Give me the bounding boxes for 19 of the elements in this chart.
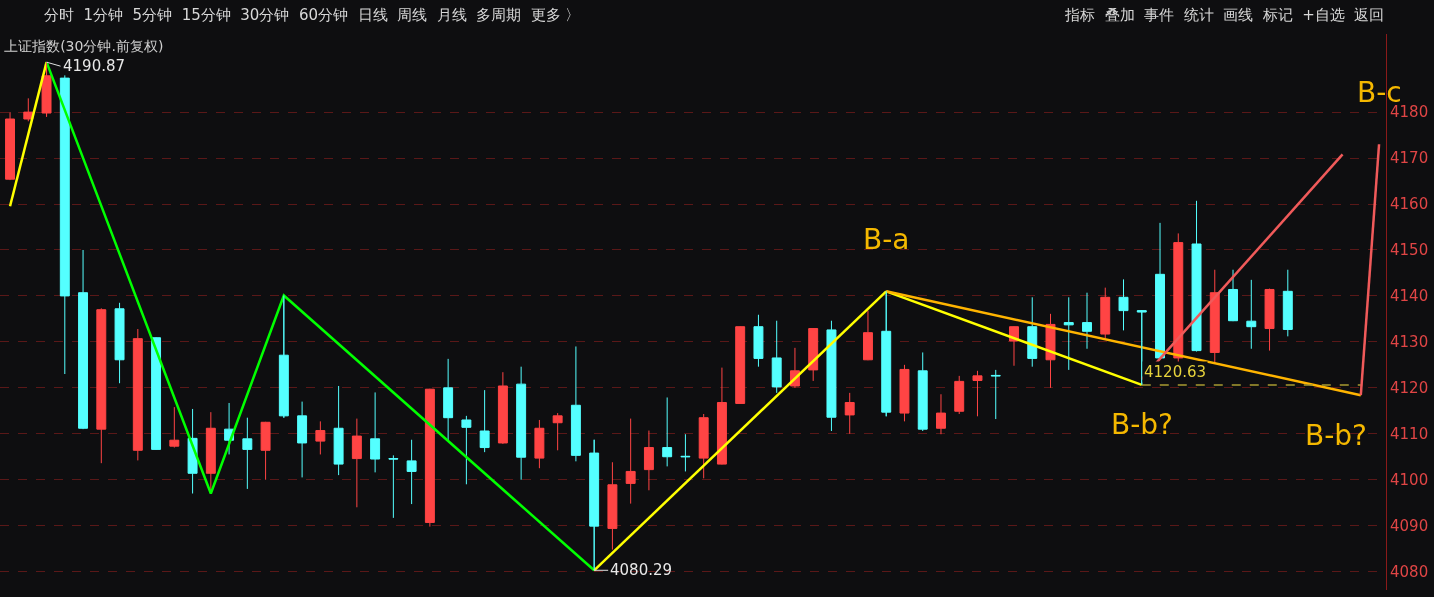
text: 分时 1分钟 5分钟 15分钟 30分钟 60分钟 日线 周线 月线 多周期 更多 〉 [44, 6, 581, 24]
y-tick-label: 4100 [1390, 470, 1429, 489]
y-tick-label: 4090 [1390, 516, 1429, 535]
y-tick-label: 4120 [1390, 379, 1429, 398]
y-tick-label: 4140 [1390, 287, 1429, 306]
annotation: 4190.87 [63, 57, 126, 75]
annotation: B-b? [1305, 419, 1367, 452]
chart-title: 上证指数(30分钟.前复权) [4, 37, 164, 54]
y-tick-label: 4170 [1390, 149, 1429, 168]
y-tick-label: 4130 [1390, 333, 1429, 352]
annotation: 4120.63 [1144, 363, 1207, 381]
y-tick-label: 4150 [1390, 241, 1429, 260]
annotation: 4080.29 [610, 561, 673, 579]
y-tick-label: 4160 [1390, 195, 1429, 214]
annotation: B-a [863, 223, 910, 256]
y-tick-label: 4110 [1390, 425, 1429, 444]
annotation: B-b? [1111, 408, 1173, 441]
text: 指标 叠加 事件 统计 画线 标记 +自选 返回 [1064, 6, 1385, 24]
y-tick-label: 4080 [1390, 562, 1429, 581]
